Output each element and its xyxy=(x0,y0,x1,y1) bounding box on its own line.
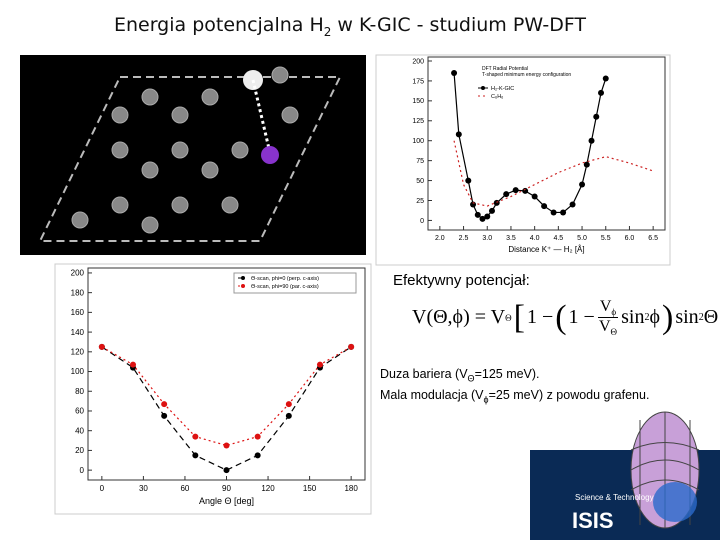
data-point xyxy=(192,433,199,440)
x-tick-label: 5.5 xyxy=(601,235,611,242)
x-tick-label: 60 xyxy=(180,484,189,493)
x-tick-label: 120 xyxy=(261,484,275,493)
y-tick-label: 180 xyxy=(71,288,85,297)
x-tick-label: 3.0 xyxy=(482,235,492,242)
data-point xyxy=(550,209,557,216)
data-point xyxy=(316,361,323,368)
y-tick-label: 200 xyxy=(71,269,85,278)
data-point xyxy=(579,181,586,188)
data-point xyxy=(465,177,472,184)
legend-marker xyxy=(481,86,485,90)
data-point xyxy=(161,401,168,408)
data-point xyxy=(254,452,261,459)
y-tick-label: 175 xyxy=(412,78,424,85)
legend-marker xyxy=(241,276,245,280)
data-point xyxy=(285,412,292,419)
x-tick-label: 2.5 xyxy=(459,235,469,242)
y-tick-label: 100 xyxy=(412,138,424,145)
y-tick-label: 0 xyxy=(80,466,85,475)
legend-box xyxy=(233,272,357,294)
data-point xyxy=(285,401,292,408)
slide-title: Energia potencjalna H2 w K-GIC - studium… xyxy=(113,14,587,39)
y-tick-label: 0 xyxy=(420,218,424,225)
x-tick-label: 2.0 xyxy=(435,235,445,242)
series-line xyxy=(101,346,352,471)
legend-label: Θ-scan, phi=0 (perp. c-axis) xyxy=(251,276,319,282)
data-point xyxy=(223,442,230,449)
y-tick-label: 120 xyxy=(71,347,85,356)
data-point xyxy=(488,207,495,214)
data-point xyxy=(512,187,519,194)
x-tick-label: 30 xyxy=(139,484,148,493)
legend-label: H₂-K-GIC xyxy=(491,86,514,92)
y-tick-label: 25 xyxy=(416,198,424,205)
chart-background xyxy=(54,263,372,515)
y-tick-label: 160 xyxy=(71,308,85,317)
y-tick-label: 50 xyxy=(416,178,424,185)
data-point xyxy=(588,137,595,144)
data-point xyxy=(98,343,105,350)
y-tick-label: 80 xyxy=(75,387,84,396)
x-tick-label: 5.0 xyxy=(577,235,587,242)
x-tick-label: 6.0 xyxy=(625,235,635,242)
data-point xyxy=(254,433,261,440)
data-point xyxy=(451,69,458,76)
x-axis-label: Angle Θ [deg] xyxy=(199,496,254,506)
data-point xyxy=(479,215,486,222)
data-point xyxy=(583,161,590,168)
data-point xyxy=(130,361,137,368)
logo-subtext: Science & Technology xyxy=(575,493,654,502)
legend-title: DFT Radial Potential xyxy=(482,66,528,72)
notes: Duza bariera (VΘ=125 meV). Mala modulacj… xyxy=(380,367,650,404)
legend-label: Θ-scan, phi=90 (par. c-axis) xyxy=(251,284,319,290)
y-tick-label: 75 xyxy=(416,158,424,165)
plot-frame xyxy=(427,56,666,231)
x-tick-label: 6.5 xyxy=(648,235,658,242)
data-point xyxy=(161,412,168,419)
data-point xyxy=(531,193,538,200)
data-point xyxy=(474,211,481,218)
legend-subtitle: T-shaped minimum energy configuration xyxy=(482,72,571,78)
y-tick-label: 100 xyxy=(71,367,85,376)
y-tick-label: 40 xyxy=(75,426,84,435)
data-point xyxy=(569,201,576,208)
y-tick-label: 125 xyxy=(412,118,424,125)
x-tick-label: 90 xyxy=(222,484,231,493)
legend-label: C₆H₆ xyxy=(491,94,503,100)
x-tick-label: 3.5 xyxy=(506,235,516,242)
logo: ISIS Science & Technology xyxy=(530,411,720,540)
y-tick-label: 60 xyxy=(75,407,84,416)
y-tick-label: 150 xyxy=(412,98,424,105)
data-point xyxy=(348,343,355,350)
x-tick-label: 4.5 xyxy=(553,235,563,242)
x-axis-label: Distance K⁺ — H₂ [Å] xyxy=(508,245,584,254)
heading: Efektywny potencjał: xyxy=(393,272,530,289)
x-tick-label: 180 xyxy=(344,484,358,493)
x-tick-label: 150 xyxy=(303,484,317,493)
logo-text: ISIS xyxy=(572,508,614,533)
y-tick-label: 20 xyxy=(75,446,84,455)
data-point xyxy=(602,75,609,82)
data-point xyxy=(593,113,600,120)
y-tick-label: 140 xyxy=(71,328,85,337)
data-point xyxy=(541,203,548,210)
data-point xyxy=(503,191,510,198)
x-tick-label: 0 xyxy=(100,484,105,493)
molecule-image xyxy=(20,55,366,255)
y-tick-label: 200 xyxy=(412,58,424,65)
legend-marker xyxy=(241,284,245,288)
x-tick-label: 4.0 xyxy=(530,235,540,242)
data-point xyxy=(598,89,605,96)
data-point xyxy=(192,452,199,459)
data-point xyxy=(484,213,491,220)
data-point xyxy=(455,131,462,138)
data-point xyxy=(560,209,567,216)
data-point xyxy=(223,467,230,474)
